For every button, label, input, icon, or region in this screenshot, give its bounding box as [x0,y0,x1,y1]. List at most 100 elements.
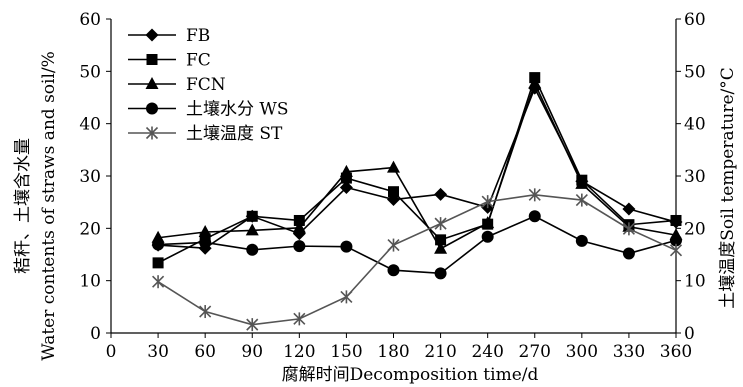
data-point [481,230,494,243]
data-point [669,243,683,257]
y-axis-label-line2: Water contents of straws and soil/% [39,51,59,361]
data-point [481,216,495,229]
series-line [158,215,677,275]
legend-marker [146,102,158,115]
data-point [152,275,165,289]
data-point [528,188,541,202]
y2-axis-ticks: 0 10 20 30 40 50 60 [676,10,706,344]
legend-item: 土壤水分 WS [128,99,289,120]
data-point [670,234,682,247]
data-point [622,222,635,236]
y-tick-label: 10 [79,272,101,292]
data-point [339,181,353,195]
legend-marker [146,54,158,65]
series-layer [151,72,683,332]
data-point [387,160,400,173]
y2-axis-label: 土壤温度Soil temperature/°C [717,67,738,309]
data-point [434,187,448,201]
data-point [575,176,589,189]
x-tick-label: 240 [471,342,503,362]
data-point [340,240,353,253]
y-axis-ticks: 0 10 20 30 40 50 60 [79,10,111,344]
data-point [198,224,212,237]
series-line [157,194,677,326]
legend-marker [145,28,159,42]
legend: FB FC FCN 土壤水分 WS 土壤温度 ST [128,26,289,144]
x-tick-label: 330 [613,342,645,362]
legend-label: FC [186,51,211,71]
data-point [340,290,353,304]
x-tick-label: 180 [377,342,409,362]
y-tick-label: 20 [79,219,101,239]
series-2 [151,76,683,254]
data-point [528,76,542,89]
series-line [157,81,677,250]
data-point [388,186,399,198]
y2-tick-label: 20 [684,219,706,239]
data-point [199,305,212,319]
data-point [292,220,306,233]
data-point [575,193,588,207]
y-tick-label: 0 [90,324,101,344]
x-tick-label: 0 [106,342,117,362]
y-tick-label: 30 [79,167,101,187]
x-tick-label: 300 [566,342,598,362]
data-point [528,210,541,223]
data-point [199,236,212,249]
y-tick-label: 50 [79,62,101,82]
legend-marker [145,77,159,89]
data-point [152,257,164,269]
data-point [293,312,306,326]
legend-item: FB [128,26,210,46]
data-point [245,223,259,236]
data-point [622,247,635,260]
series-line [157,75,677,264]
x-axis-label: 腐解时间Decomposition time/d [282,365,539,385]
data-point [246,243,259,256]
x-tick-label: 360 [660,342,692,362]
legend-marker [145,126,159,140]
data-point [622,202,636,216]
y2-tick-label: 10 [684,272,706,292]
series-line [158,86,677,250]
x-tick-label: 60 [194,342,216,362]
legend-item: FCN [128,75,226,95]
data-point [434,267,447,280]
y2-tick-label: 40 [684,115,706,135]
x-tick-label: 90 [241,342,263,362]
y2-tick-label: 60 [684,10,706,30]
x-tick-label: 120 [283,342,315,362]
data-point [387,264,400,277]
legend-item: 土壤温度 ST [128,123,283,144]
y-tick-label: 40 [79,115,101,135]
legend-label: 土壤温度 ST [186,123,283,144]
data-point [434,241,448,254]
y-tick-label: 60 [79,10,101,30]
data-point [293,240,306,253]
y2-tick-label: 50 [684,62,706,82]
data-point [387,238,400,252]
data-point [434,217,447,231]
data-point [670,214,682,226]
data-point [293,214,305,226]
x-tick-label: 270 [519,342,551,362]
data-point [575,234,588,247]
x-tick-label: 150 [330,342,362,362]
data-point [246,318,259,332]
series-3 [152,210,682,280]
data-point [340,172,352,184]
y-axis-label-line1: 秸秆、土壤含水量 [12,138,33,274]
x-tick-label: 210 [424,342,456,362]
legend-item: FC [128,51,211,71]
data-point [152,238,165,251]
data-point [481,195,494,209]
data-point [435,234,447,246]
y2-tick-label: 30 [684,167,706,187]
x-tick-label: 30 [147,342,169,362]
x-axis-ticks: 0 30 60 90 120 150 180 210 240 270 300 330 360 [106,333,692,362]
series-4 [152,188,683,332]
data-point [246,210,258,222]
legend-label: FCN [186,75,226,95]
legend-label: 土壤水分 WS [186,99,289,120]
